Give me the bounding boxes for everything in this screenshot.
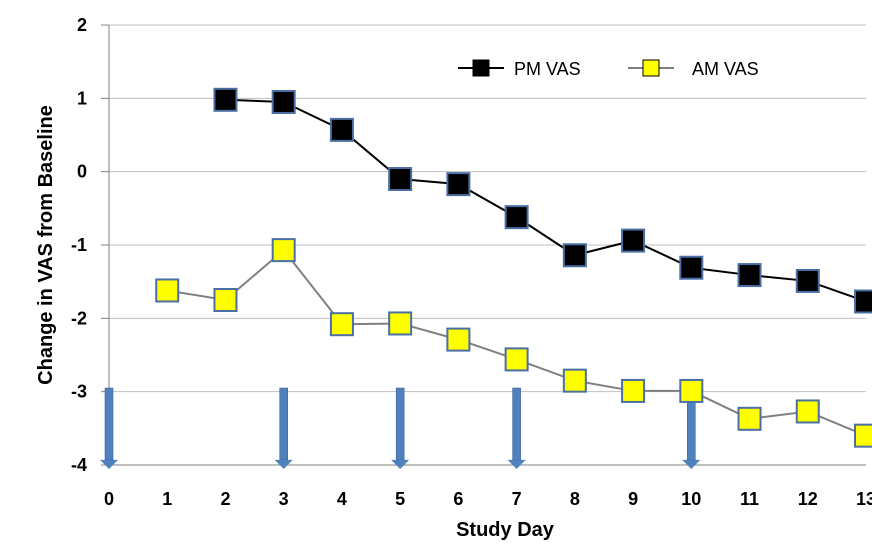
y-tick-label: 0 xyxy=(77,162,87,182)
arrow-head xyxy=(391,459,410,469)
data-point xyxy=(388,167,413,191)
y-tick-labels: 2 1 0 -1 -2 -3 -4 xyxy=(71,15,87,475)
legend-label-am-vas: AM VAS xyxy=(692,59,759,79)
data-point xyxy=(213,87,238,112)
x-tick-label: 9 xyxy=(628,489,638,509)
x-tick-label: 2 xyxy=(220,489,230,509)
data-point xyxy=(271,90,296,114)
x-tick-label: 7 xyxy=(512,489,522,509)
x-tick-labels: 0 1 2 3 4 5 6 7 8 9 10 11 12 13 xyxy=(104,489,872,509)
data-point xyxy=(679,255,704,280)
data-point xyxy=(213,288,238,312)
data-point xyxy=(737,263,762,288)
arrow-shaft xyxy=(279,387,288,461)
data-point xyxy=(854,289,872,314)
x-tick-label: 5 xyxy=(395,489,405,509)
arrow-head xyxy=(682,459,701,469)
x-tick-label: 8 xyxy=(570,489,580,509)
y-tick-label: -3 xyxy=(71,382,87,402)
data-point xyxy=(737,406,762,431)
data-point xyxy=(795,268,820,293)
arrow-shaft xyxy=(104,387,114,461)
x-tick-label: 6 xyxy=(453,489,463,509)
data-point xyxy=(271,238,296,263)
x-tick-label: 11 xyxy=(740,489,759,509)
data-point xyxy=(854,423,872,448)
y-tick-label: 1 xyxy=(77,88,87,108)
y-axis-title: Change in VAS from Baseline xyxy=(35,105,57,385)
x-axis-title: Study Day xyxy=(456,519,555,541)
data-point xyxy=(562,368,587,393)
data-point xyxy=(621,228,646,253)
data-point xyxy=(679,378,704,403)
x-tick-label: 3 xyxy=(279,489,289,509)
x-tick-label: 4 xyxy=(337,489,347,509)
data-point xyxy=(329,312,354,337)
data-point xyxy=(562,243,587,268)
arrow-shaft xyxy=(512,387,521,461)
legend-item-pm-vas: PM VAS xyxy=(458,59,581,79)
y-tick-label: -2 xyxy=(71,308,87,328)
data-point xyxy=(504,205,529,230)
legend: PM VAS AM VAS xyxy=(458,59,759,79)
legend-item-am-vas: AM VAS xyxy=(628,59,759,79)
day-arrows xyxy=(100,387,701,469)
x-tick-label: 12 xyxy=(798,489,818,509)
x-tick-label: 13 xyxy=(856,489,872,509)
arrow-head xyxy=(274,459,293,469)
data-point xyxy=(446,172,471,197)
y-tick-label: -1 xyxy=(71,235,87,255)
legend-marker-pm-vas xyxy=(472,59,490,77)
y-tick-label: 2 xyxy=(77,15,87,35)
data-point xyxy=(795,399,820,424)
series-line xyxy=(225,98,867,303)
data-point xyxy=(329,117,354,142)
arrow-head xyxy=(100,459,118,469)
y-tick-label: -4 xyxy=(71,455,87,475)
data-point xyxy=(388,311,413,336)
arrow-head xyxy=(507,459,526,469)
data-point xyxy=(155,278,180,303)
series xyxy=(155,87,872,448)
x-tick-label: 10 xyxy=(681,489,701,509)
arrow-shaft xyxy=(395,387,405,461)
x-tick-label: 1 xyxy=(162,489,172,509)
data-point xyxy=(504,347,529,372)
data-point xyxy=(621,378,646,403)
legend-marker-am-vas xyxy=(642,59,660,77)
legend-label-pm-vas: PM VAS xyxy=(514,59,581,79)
data-point xyxy=(446,327,471,352)
x-tick-label: 0 xyxy=(104,489,114,509)
